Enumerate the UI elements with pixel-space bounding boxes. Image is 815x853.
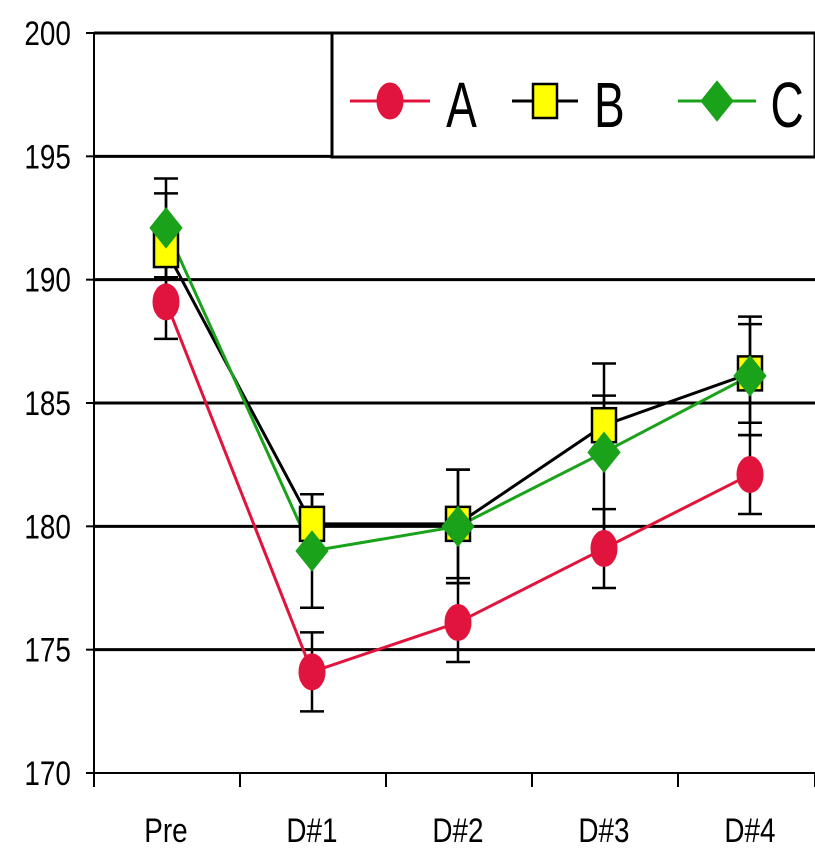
legend-box — [330, 31, 815, 159]
data-point-a — [590, 530, 618, 568]
data-point-b — [152, 231, 180, 269]
data-point-c — [149, 207, 183, 249]
x-tick-label: D#3 — [578, 811, 629, 849]
y-tick-label: 185 — [24, 384, 71, 422]
legend-label-c: C — [770, 70, 803, 141]
legend-marker-a — [376, 82, 404, 120]
y-tick-label: 200 — [24, 14, 71, 52]
y-tick-label: 180 — [24, 508, 71, 546]
data-point-c — [441, 505, 475, 548]
data-point-c — [295, 530, 329, 572]
data-point-a — [152, 283, 180, 321]
x-tick-label: D#2 — [432, 811, 483, 849]
legend-marker-c — [700, 80, 734, 122]
data-point-a — [736, 456, 764, 494]
y-tick-label: 175 — [24, 631, 71, 669]
legend: A B C — [330, 31, 815, 159]
data-point-c — [587, 431, 621, 474]
legend-label-b: B — [594, 70, 625, 141]
x-tick-label: D#1 — [286, 811, 337, 849]
legend-marker-b — [531, 82, 559, 120]
series — [149, 177, 767, 713]
y-tick-label: 195 — [24, 138, 71, 176]
axes: 170 175 180 185 190 195 200 Pre D#1 D#2 D#3 D#4 — [24, 14, 815, 850]
x-tick-label: D#4 — [724, 811, 775, 849]
data-point-a — [298, 653, 326, 691]
y-tick-label: 190 — [24, 261, 71, 299]
x-tick-label: Pre — [144, 811, 187, 849]
data-point-a — [444, 604, 472, 642]
y-tick-label: 170 — [24, 754, 71, 792]
legend-label-a: A — [446, 70, 477, 141]
data-point-c — [733, 355, 767, 397]
